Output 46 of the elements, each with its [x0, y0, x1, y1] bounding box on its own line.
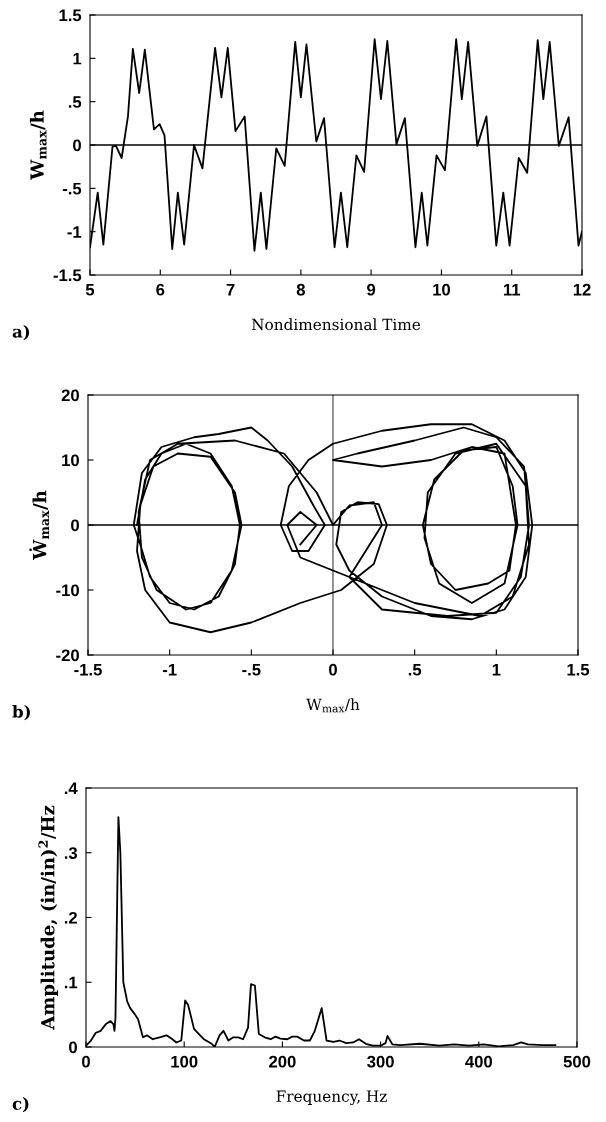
y-tick-label: -1.5 — [53, 269, 82, 282]
y-axis-title: Amplitude, (in/in)$^{2}$/Hz — [38, 805, 59, 1030]
y-tick-label: 10 — [62, 454, 79, 467]
y-tick-label: 1.5 — [59, 9, 82, 22]
x-tick-label: 400 — [465, 1055, 493, 1068]
x-tick-label: 10 — [433, 283, 451, 296]
y-tick-label: -20 — [56, 649, 79, 662]
y-tick-label: 20 — [61, 389, 79, 402]
x-tick-label: 6 — [156, 283, 165, 296]
x-tick-label: 0 — [329, 663, 337, 676]
y-tick-label: 0 — [71, 519, 79, 532]
text: b) — [12, 704, 30, 721]
x-tick-label: 1 — [492, 663, 501, 676]
y-tick-label: -10 — [56, 584, 79, 597]
x-tick-label: 500 — [563, 1055, 591, 1068]
x-tick-label: 300 — [367, 1055, 394, 1068]
y-tick-label: -1 — [67, 226, 82, 238]
y-tick-label: 0 — [73, 139, 81, 152]
x-tick-label: 7 — [226, 283, 235, 296]
x-tick-label: 100 — [171, 1055, 198, 1068]
y-axis-title: W$_{max}$/h — [29, 110, 47, 181]
x-axis-title: Frequency, Hz — [276, 1090, 387, 1106]
x-tick-label: 9 — [367, 283, 376, 296]
x-tick-label: .5 — [408, 663, 422, 676]
y-tick-label: 1 — [73, 52, 82, 65]
y-tick-label: .3 — [64, 847, 78, 859]
x-axis-title: W$_{max}$/h — [306, 698, 360, 713]
y-tick-label: 0 — [69, 1041, 77, 1054]
y-tick-label: .2 — [64, 911, 77, 924]
x-axis-title: Nondimensional Time — [251, 318, 421, 331]
y-axis-title: Ẇ$_{max}$/h — [29, 490, 50, 561]
text: a) — [12, 324, 30, 341]
y-tick-label: .1 — [64, 976, 78, 989]
y-tick-label: .5 — [68, 96, 82, 108]
x-tick-label: 0 — [82, 1055, 90, 1068]
y-tick-label: .4 — [64, 782, 78, 795]
x-tick-label: -.5 — [242, 663, 261, 676]
x-tick-label: 11 — [503, 283, 521, 296]
y-tick-label: -.5 — [62, 182, 82, 195]
x-tick-label: 8 — [296, 283, 305, 296]
x-tick-label: -1 — [162, 663, 177, 676]
x-tick-label: 12 — [573, 283, 591, 296]
x-tick-label: 200 — [269, 1055, 296, 1068]
text: c) — [12, 1096, 29, 1113]
x-tick-label: 5 — [85, 283, 95, 296]
x-tick-label: 1.5 — [567, 663, 590, 676]
